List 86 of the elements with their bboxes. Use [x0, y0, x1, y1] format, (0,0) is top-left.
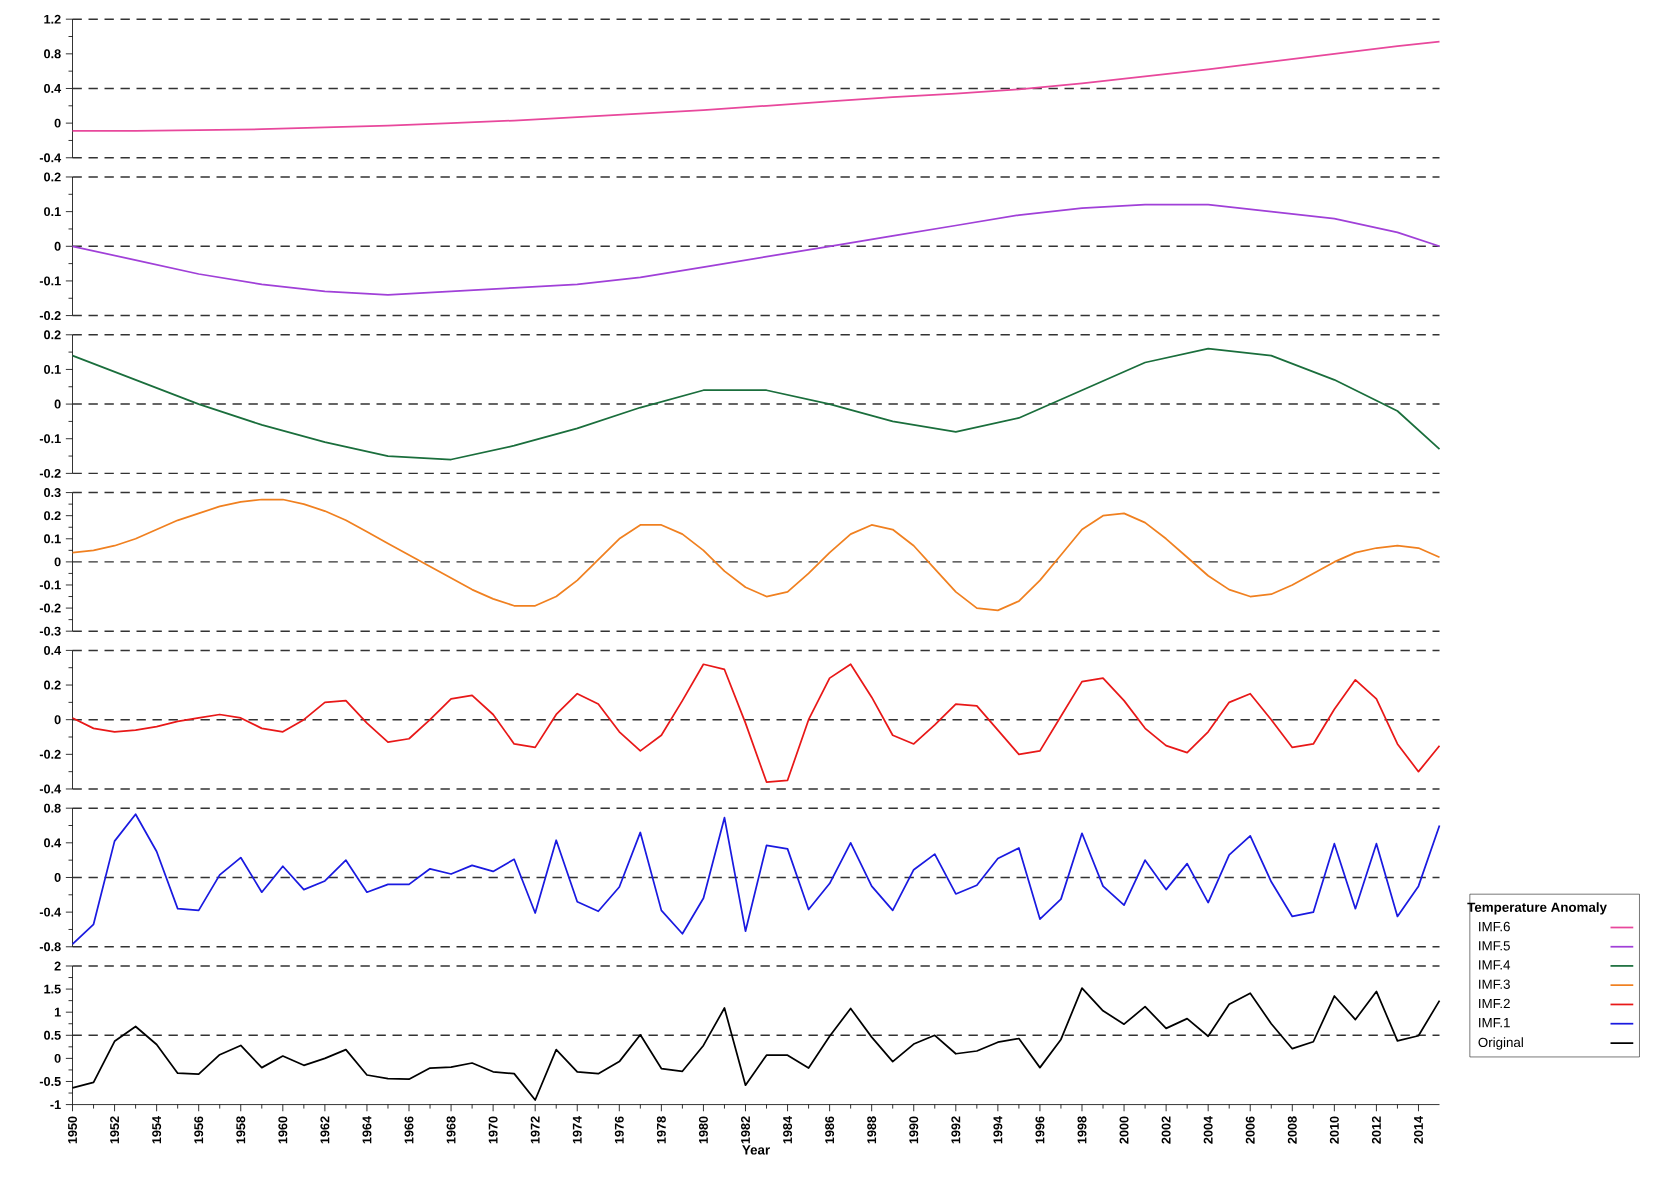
x-tick-label: 1976: [614, 1116, 624, 1144]
y-tick-label: 0.2: [44, 330, 61, 340]
text: IMF.4: [1479, 960, 1511, 970]
x-tick-label: 2014: [1413, 1116, 1423, 1144]
y-tick-label: 0.5: [44, 1030, 61, 1040]
y-tick-label: -0.1: [39, 580, 61, 590]
x-tick-label: 1952: [110, 1116, 120, 1144]
x-tick-label: 1994: [993, 1116, 1003, 1144]
x-tick-label: 1960: [278, 1116, 288, 1144]
x-tick-label: 1972: [530, 1116, 540, 1144]
x-tick-label: 1990: [909, 1116, 919, 1144]
y-tick-label: -0.4: [39, 784, 62, 794]
x-tick-label: 1954: [152, 1116, 162, 1144]
y-tick-label: 2: [54, 961, 61, 971]
y-tick-label: 0: [54, 118, 61, 128]
x-tick-label: 1992: [951, 1116, 961, 1144]
y-tick-label: 0.1: [44, 207, 61, 217]
text: IMF.5: [1479, 941, 1510, 951]
text: IMF.6: [1479, 921, 1510, 932]
y-tick-label: 0.4: [44, 838, 62, 848]
y-tick-label: 1: [54, 1007, 61, 1017]
y-tick-label: -0.4: [39, 907, 62, 917]
y-tick-label: 0.3: [44, 488, 61, 498]
x-axis-title: Year: [742, 1145, 770, 1155]
y-tick-label: -0.1: [39, 276, 61, 286]
y-tick-label: 0: [54, 1053, 61, 1063]
y-tick-label: 0: [54, 557, 61, 567]
x-tick-label: 1968: [446, 1116, 456, 1144]
y-tick-label: -0.2: [39, 311, 61, 321]
text: IMF.3: [1479, 979, 1510, 989]
y-tick-label: 0.4: [44, 84, 62, 93]
y-tick-label: -0.3: [39, 626, 61, 636]
x-tick-label: 1970: [488, 1116, 498, 1144]
y-tick-label: 0.2: [44, 511, 61, 521]
y-tick-label: 0.2: [44, 172, 61, 182]
y-tick-label: 0.8: [44, 49, 61, 59]
y-tick-label: -1: [50, 1100, 61, 1109]
y-tick-label: 0.1: [44, 364, 61, 374]
x-tick-label: 1980: [698, 1116, 708, 1144]
y-tick-label: -0.1: [39, 434, 61, 444]
text: IMF.1: [1479, 1018, 1510, 1028]
y-tick-label: -0.5: [39, 1077, 61, 1086]
line-series: [71, 347, 1441, 461]
x-tick-label: 2002: [1161, 1116, 1171, 1144]
line-series: [71, 813, 1441, 946]
x-tick-label: 1962: [320, 1116, 330, 1144]
x-tick-label: 2004: [1203, 1116, 1213, 1144]
x-tick-label: 1964: [362, 1116, 372, 1144]
legend-title: Temperature Anomaly: [1467, 902, 1607, 915]
y-tick-label: 0: [54, 399, 61, 409]
x-tick-label: 2012: [1371, 1116, 1381, 1144]
x-tick-label: 1950: [68, 1116, 77, 1144]
x-tick-label: 2000: [1119, 1116, 1129, 1144]
x-tick-label: 1996: [1035, 1116, 1045, 1144]
x-tick-label: 1956: [194, 1116, 204, 1144]
y-tick-label: 0: [54, 241, 61, 251]
y-tick-label: -0.8: [39, 942, 61, 952]
y-tick-label: 1.2: [44, 14, 61, 24]
x-tick-label: 1984: [783, 1116, 793, 1144]
y-tick-label: 0.4: [44, 645, 62, 655]
x-tick-label: 2008: [1287, 1116, 1297, 1144]
x-tick-label: 1988: [867, 1116, 877, 1144]
y-tick-label: 1.5: [44, 984, 61, 994]
x-tick-label: 2010: [1329, 1116, 1339, 1144]
y-tick-label: -0.4: [39, 153, 62, 163]
y-tick-label: -0.2: [39, 749, 61, 759]
x-tick-label: 1966: [404, 1116, 414, 1144]
y-tick-label: 0.8: [44, 803, 61, 813]
x-tick-label: 1978: [656, 1116, 666, 1144]
y-tick-label: -0.2: [39, 603, 61, 613]
line-series: [71, 663, 1441, 783]
x-tick-label: 1958: [236, 1116, 246, 1144]
line-series: [71, 40, 1441, 132]
y-tick-label: 0.2: [44, 680, 61, 690]
text: IMF.2: [1479, 998, 1510, 1009]
x-tick-label: 1986: [825, 1116, 835, 1144]
y-tick-label: 0.1: [44, 534, 61, 544]
y-tick-label: 0: [54, 873, 61, 882]
x-tick-label: 1974: [572, 1116, 582, 1144]
x-tick-label: 1982: [741, 1116, 750, 1144]
y-tick-label: -0.2: [39, 468, 61, 478]
x-tick-label: 1998: [1077, 1116, 1087, 1144]
x-tick-label: 2006: [1245, 1116, 1255, 1144]
line-series: [71, 203, 1441, 296]
text: Original: [1478, 1037, 1523, 1050]
y-tick-label: 0: [54, 715, 61, 725]
